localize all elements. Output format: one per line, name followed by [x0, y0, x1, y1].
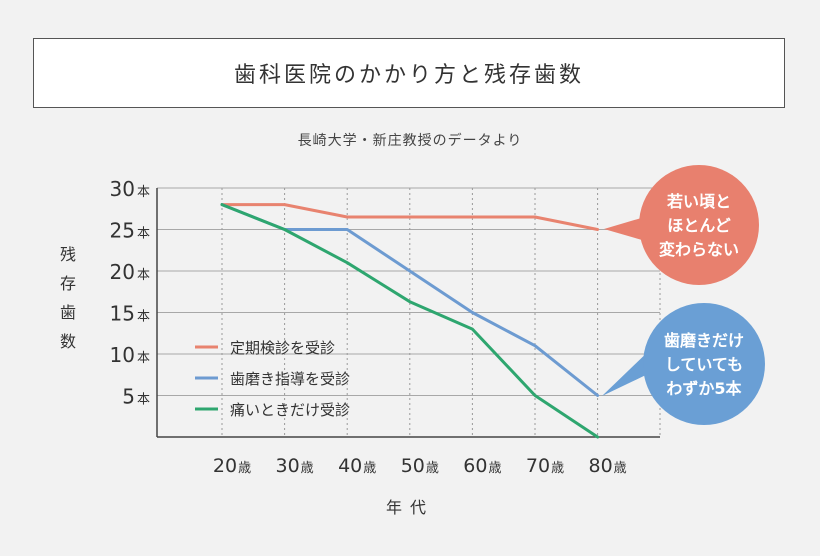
- annotation-text-1: 若い頃とほとんど変わらない: [659, 192, 739, 259]
- legend-label-1: 定期検診を受診: [230, 339, 335, 357]
- x-tick-label-80: 80歳: [588, 455, 626, 477]
- annotation-bubble-2: [643, 303, 765, 425]
- series-line-1: [220, 203, 600, 231]
- x-tick-label-50: 50歳: [401, 455, 439, 477]
- y-tick-label-25: 25 本: [110, 219, 150, 243]
- y-tick-label-15: 15 本: [110, 302, 150, 326]
- y-axis-label: 残存歯数: [60, 245, 76, 351]
- x-tick-label-40: 40歳: [338, 455, 376, 477]
- x-tick-label-30: 30歳: [275, 455, 313, 477]
- annotation-tail-1: [604, 216, 648, 240]
- y-tick-label-10: 10 本: [110, 343, 150, 367]
- legend-label-2: 歯磨き指導を受診: [230, 370, 350, 388]
- x-tick-label-20: 20歳: [213, 455, 251, 477]
- chart-subtitle: 長崎大学・新庄教授のデータより: [297, 133, 523, 149]
- annotation-tail-2: [602, 345, 655, 396]
- x-tick-label-60: 60歳: [463, 455, 501, 477]
- y-tick-label-20: 20 本: [110, 260, 150, 284]
- chart-title: 歯科医院のかかり方と残存歯数: [233, 63, 584, 88]
- x-axis-label: 年代: [386, 498, 434, 517]
- x-tick-label-70: 70歳: [526, 455, 564, 477]
- series-line-3: [220, 203, 600, 439]
- annotation-text-2: 歯磨きだけしていてもわずか5本: [664, 331, 744, 398]
- annotation-bubble-1: [639, 165, 759, 285]
- y-tick-label-30: 30 本: [110, 177, 150, 201]
- legend-label-3: 痛いときだけ受診: [230, 401, 350, 419]
- title-box: 歯科医院のかかり方と残存歯数: [33, 38, 785, 108]
